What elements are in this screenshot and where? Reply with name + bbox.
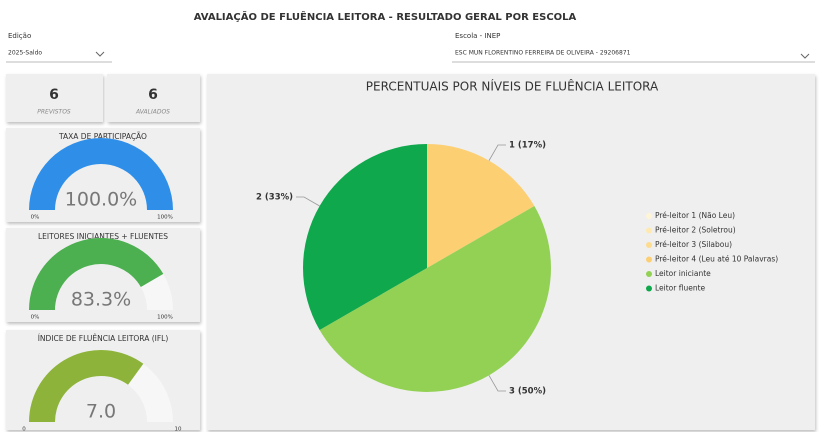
filter-value[interactable]: ESC MUN FLORENTINO FERREIRA DE OLIVEIRA … — [455, 50, 631, 57]
legend-label: Pré-leitor 3 (Silabou) — [655, 240, 732, 249]
gauge-title: ÍNDICE DE FLUÊNCIA LEITORA (IFL) — [38, 334, 169, 343]
legend-label: Leitor fluente — [655, 284, 706, 293]
data-label: 1 (17%) — [509, 141, 546, 151]
legend-label: Leitor iniciante — [655, 269, 711, 278]
card-value: 6 — [148, 87, 158, 103]
gauge-min: 0 — [22, 427, 26, 432]
legend-swatch — [646, 256, 652, 263]
pie-slice — [427, 144, 535, 268]
gauge-value: 83.3% — [71, 289, 131, 311]
filter-value[interactable]: 2025-Saldo — [8, 50, 42, 57]
gauge-max: 100% — [157, 315, 173, 321]
gauge-value: 100.0% — [65, 189, 137, 211]
pie-slice — [319, 206, 551, 392]
card-value: 6 — [49, 87, 59, 103]
gauge-title: LEITORES INICIANTES + FLUENTES — [38, 232, 168, 241]
legend-label: Pré-leitor 4 (Leu até 10 Palavras) — [655, 255, 778, 264]
legend-label: Pré-leitor 2 (Soletrou) — [655, 226, 736, 235]
card — [107, 74, 200, 122]
legend-swatch — [646, 285, 652, 292]
pie-slice — [303, 144, 427, 330]
leader-line — [488, 375, 506, 392]
legend-swatch — [646, 227, 652, 234]
gauge-max: 100% — [157, 215, 173, 221]
gauge-min: 0% — [31, 315, 40, 321]
gauge-min: 0% — [31, 215, 40, 221]
legend-swatch — [646, 213, 652, 219]
legend-swatch — [646, 242, 652, 248]
page-title: AVALIAÇÃO DE FLUÊNCIA LEITORA - RESULTAD… — [194, 10, 577, 23]
card-label: AVALIADOS — [135, 109, 170, 116]
filter-label: Edição — [8, 32, 31, 40]
chart-title: PERCENTUAIS POR NÍVEIS DE FLUÊNCIA LEITO… — [366, 79, 659, 94]
dropdown-arrow[interactable] — [95, 51, 105, 57]
leader-line — [488, 144, 506, 161]
legend-swatch — [646, 271, 652, 277]
gauge-title: TAXA DE PARTICIPAÇÃO — [58, 132, 147, 141]
gauge-fill — [29, 237, 164, 310]
gauge-fill — [29, 138, 173, 210]
gauge-value: 7.0 — [86, 401, 116, 423]
gauge-max: 10 — [175, 427, 182, 432]
data-label: 3 (50%) — [509, 386, 546, 396]
legend-label: Pré-leitor 1 (Não Leu) — [655, 211, 735, 220]
card-label: PREVISTOS — [37, 109, 71, 116]
card — [6, 74, 103, 122]
leader-line — [296, 196, 320, 207]
dropdown-arrow[interactable] — [800, 53, 810, 59]
gauge-fill — [29, 350, 144, 422]
data-label: 2 (33%) — [256, 193, 293, 203]
filter-label: Escola - INEP — [455, 32, 500, 40]
